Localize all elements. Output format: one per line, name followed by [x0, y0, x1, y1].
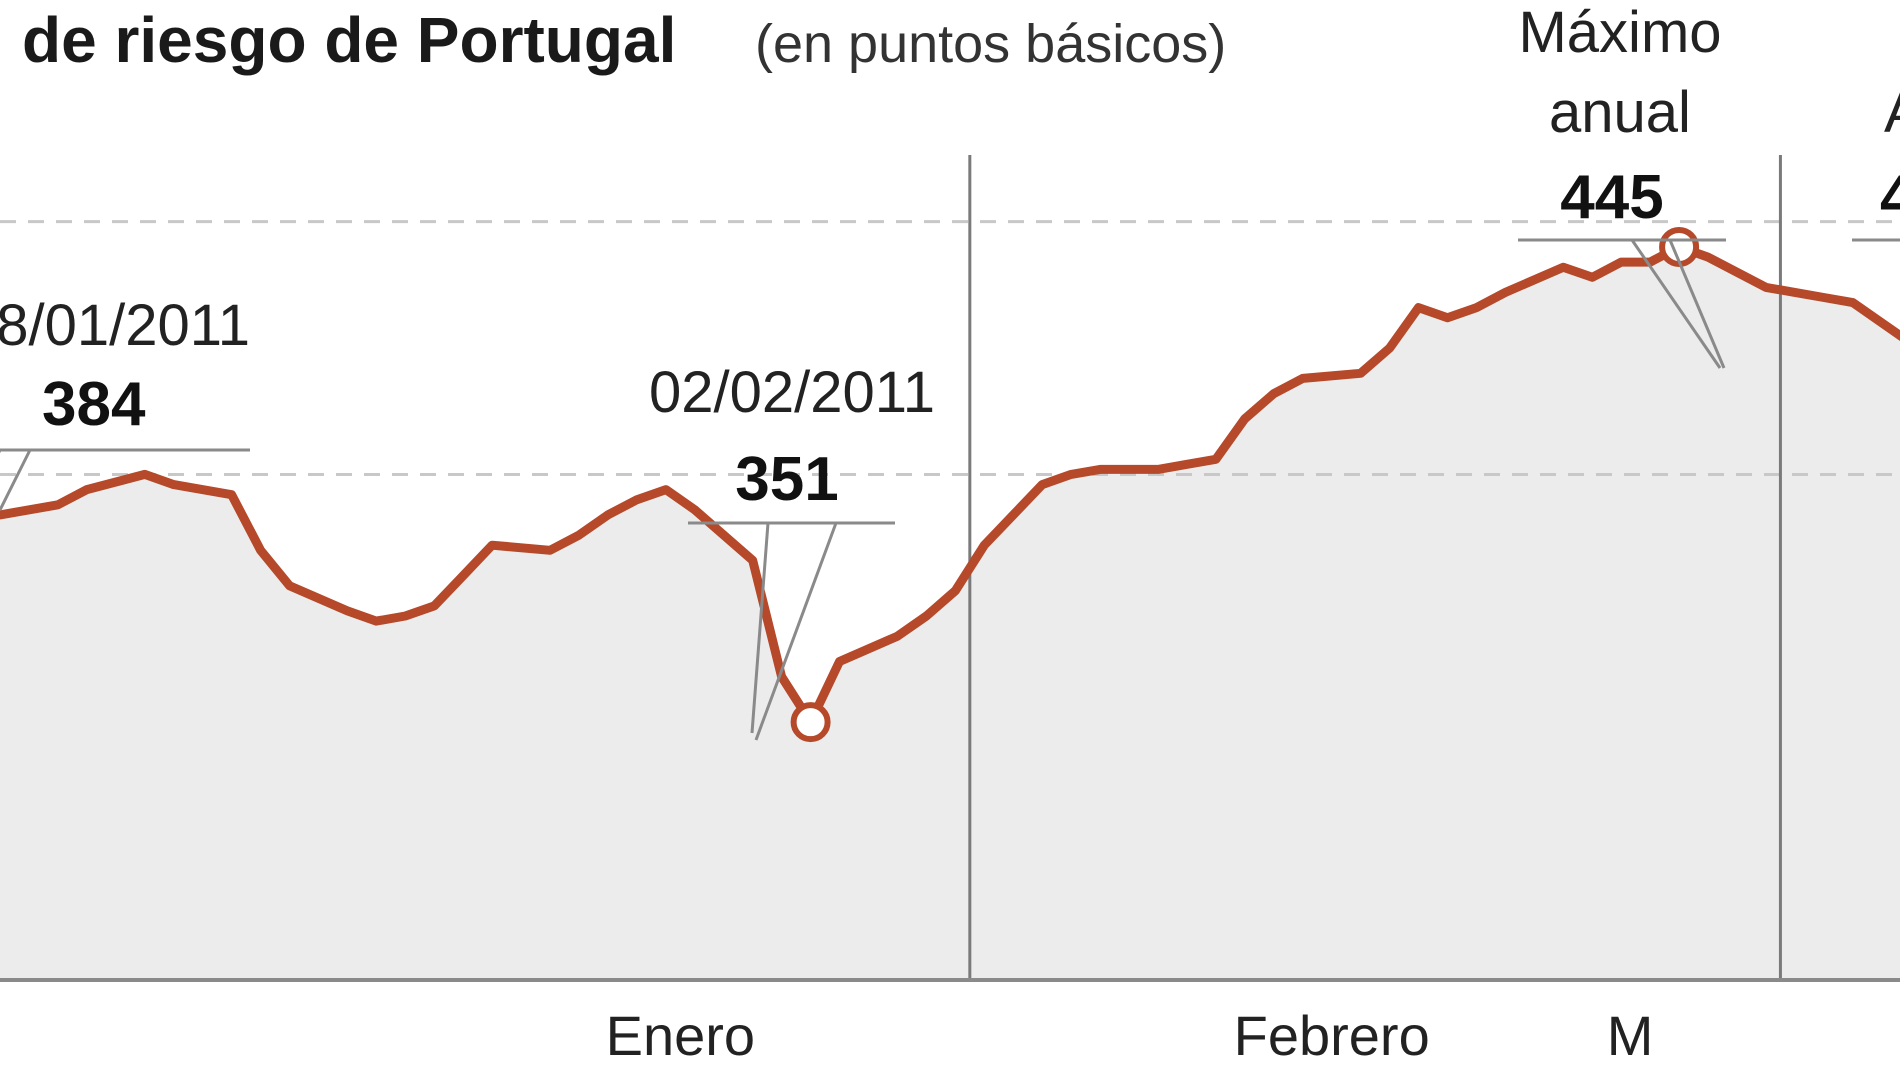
gridlines	[0, 220, 1900, 476]
annotation-value: 4	[1880, 163, 1900, 232]
month-labels: Enero Febrero M	[606, 1004, 1654, 1067]
annotation-value: 445	[1560, 163, 1663, 232]
annotation-label-line1: A	[1884, 80, 1900, 145]
marker-point-0	[790, 702, 831, 743]
annotation-date: 18/01/2011	[0, 293, 250, 358]
annotation-leader	[0, 449, 32, 511]
chart-title: de riesgo de Portugal	[22, 4, 676, 76]
annotation-leader	[754, 522, 838, 741]
annotation-value: 351	[735, 445, 838, 514]
annotation-leader	[750, 522, 770, 734]
month-label-1: Febrero	[1234, 1004, 1430, 1067]
annotation-right-edge: A 4	[1852, 80, 1900, 242]
month-label-0: Enero	[606, 1004, 755, 1067]
annotation-label-line2: anual	[1549, 80, 1691, 145]
annotation-annual-max: Máximo anual 445	[1518, 0, 1726, 369]
annotation-date: 02/02/2011	[649, 360, 935, 425]
annotation-leader	[1668, 239, 1726, 369]
month-label-2: M	[1607, 1004, 1654, 1067]
annotation-leader	[1630, 239, 1722, 369]
chart-subtitle: (en puntos básicos)	[755, 14, 1226, 74]
annotation-feb-02: 02/02/2011 351	[649, 360, 935, 741]
annotation-jan-18: 18/01/2011 384	[0, 293, 250, 511]
series-line	[0, 242, 1900, 727]
annotation-label-line1: Máximo	[1518, 0, 1721, 65]
annotation-value: 384	[42, 370, 146, 439]
area-fill	[0, 246, 1900, 980]
